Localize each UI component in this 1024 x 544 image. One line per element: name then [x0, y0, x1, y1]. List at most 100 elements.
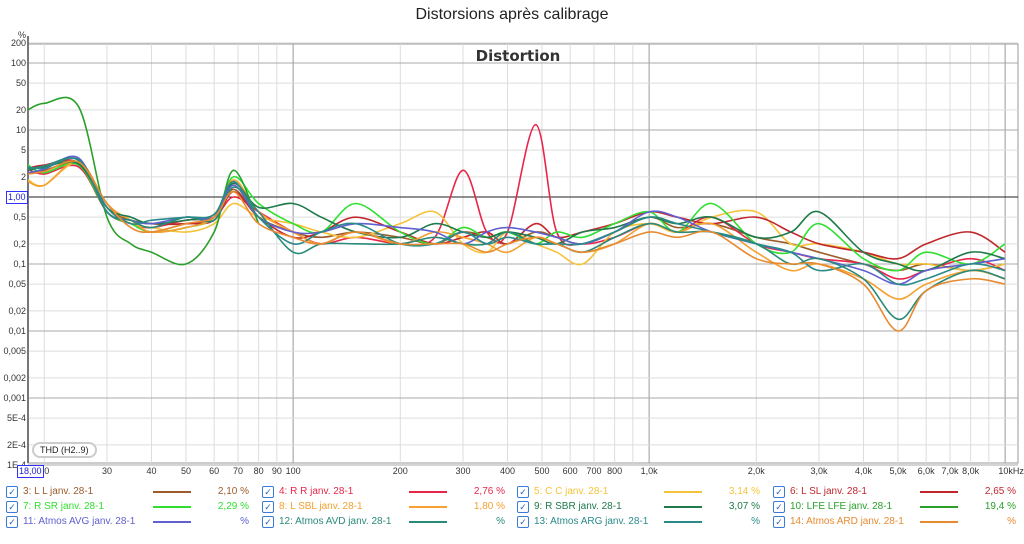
x-tick-label: 5,0k — [889, 466, 907, 476]
y-tick-label: 0,005 — [3, 346, 26, 356]
legend-checkbox[interactable]: ✓ — [773, 500, 785, 513]
x-tick-label: 200 — [393, 466, 408, 476]
y-tick-label: 0,5 — [13, 212, 26, 222]
legend-thd-value: 19,4 % — [984, 501, 1016, 512]
legend-item[interactable]: ✓ 14: Atmos ARD janv. 28-1% — [773, 514, 1023, 529]
x-tick-label: 8,0k — [962, 466, 980, 476]
legend-checkbox[interactable]: ✓ — [773, 485, 785, 498]
legend-label: 6: L SL janv. 28-1 — [790, 486, 867, 497]
legend-swatch — [153, 505, 191, 508]
legend-swatch — [664, 490, 702, 493]
legend-item[interactable]: ✓ 5: C C janv. 28-1 3,14 % — [517, 484, 767, 499]
legend-thd-value: 2,10 % — [217, 486, 249, 497]
x-tick-label: 4,0k — [855, 466, 873, 476]
y-tick-label: 0,05 — [8, 279, 26, 289]
y-tick-label: 50 — [16, 78, 26, 88]
x-tick-label: 2,0k — [748, 466, 766, 476]
legend-checkbox[interactable]: ✓ — [517, 515, 529, 528]
chart-title: Distortion — [476, 47, 561, 65]
legend-swatch — [920, 490, 958, 493]
x-tick-label: 1,0k — [641, 466, 659, 476]
legend-label: 7: R SR janv. 28-1 — [23, 501, 104, 512]
x-tick-label: 700 — [586, 466, 601, 476]
legend-item[interactable]: ✓ 6: L SL janv. 28-1 2,65 % — [773, 484, 1023, 499]
legend-label: 5: C C janv. 28-1 — [534, 486, 609, 497]
plot-area — [27, 43, 1019, 464]
legend-label: 8: L SBL janv. 28-1 — [279, 501, 363, 512]
y-tick-label: 0,001 — [3, 393, 26, 403]
distortion-chart[interactable]: 200 100 50 20 10 5 2 0,5 0,2 0,1 0,05 0,02 0,01 0,005… — [0, 0, 1024, 480]
legend-item[interactable]: ✓ 4: R R janv. 28-1 2,76 % — [262, 484, 512, 499]
x-tick-label: 100 — [286, 466, 301, 476]
legend-swatch — [664, 505, 702, 508]
legend-item[interactable]: ✓ 11: Atmos AVG janv. 28-1% — [6, 514, 256, 529]
legend-thd-value: % — [1007, 516, 1016, 527]
series-line-12 — [27, 160, 1006, 332]
legend-item[interactable]: ✓ 3: L L janv. 28-1 2,10 % — [6, 484, 256, 499]
legend-thd-value: 3,14 % — [728, 486, 760, 497]
legend-label: 14: Atmos ARD janv. 28-1 — [790, 516, 904, 527]
x-tick-label: 600 — [563, 466, 578, 476]
legend-item[interactable]: ✓ 12: Atmos AVD janv. 28-1% — [262, 514, 512, 529]
legend-thd-value: 2,76 % — [473, 486, 505, 497]
y-tick-label: 0,1 — [13, 259, 26, 269]
x-tick-label: 60 — [209, 466, 219, 476]
legend-checkbox[interactable]: ✓ — [6, 515, 18, 528]
legend-swatch — [153, 490, 191, 493]
x-tick-label: 3,0k — [810, 466, 828, 476]
cursor-y-value[interactable]: 1,00 — [6, 191, 28, 204]
legend-swatch — [153, 520, 191, 523]
x-tick-label: 400 — [500, 466, 515, 476]
legend-checkbox[interactable]: ✓ — [262, 485, 274, 498]
y-tick-label: 20 — [16, 105, 26, 115]
legend-thd-value: % — [240, 516, 249, 527]
series-line-11 — [27, 157, 1006, 286]
y-tick-label: 2E-4 — [7, 440, 26, 450]
y-tick-label: 0,02 — [8, 306, 26, 316]
legend-thd-value: 1,80 % — [473, 501, 505, 512]
y-tick-label: 1E-4 — [7, 460, 26, 470]
legend-swatch — [409, 520, 447, 523]
x-tick-label: 50 — [181, 466, 191, 476]
legend-checkbox[interactable]: ✓ — [517, 500, 529, 513]
legend-item[interactable]: ✓ 8: L SBL janv. 28-1 1,80 % — [262, 499, 512, 514]
y-tick-label: 100 — [11, 58, 26, 68]
y-tick-label: 5 — [21, 145, 26, 155]
x-tick-label: 70 — [233, 466, 243, 476]
legend-checkbox[interactable]: ✓ — [517, 485, 529, 498]
cursor-x-value[interactable]: 18,00 — [17, 465, 44, 478]
thd-selector[interactable]: THD (H2..9) — [32, 442, 97, 458]
legend-checkbox[interactable]: ✓ — [6, 485, 18, 498]
x-tick-label: 30 — [102, 466, 112, 476]
legend-label: 13: Atmos ARG janv. 28-1 — [534, 516, 649, 527]
legend-label: 10: LFE LFE janv. 28-1 — [790, 501, 893, 512]
y-tick-label: 10 — [16, 125, 26, 135]
legend-thd-value: % — [496, 516, 505, 527]
legend-checkbox[interactable]: ✓ — [773, 515, 785, 528]
x-tick-label: 10kHz — [998, 466, 1024, 476]
legend-swatch — [920, 520, 958, 523]
x-tick-label: 6,0k — [918, 466, 936, 476]
x-tick-label: 90 — [272, 466, 282, 476]
page-title: Distorsions après calibrage — [415, 6, 609, 23]
legend-item[interactable]: ✓ 10: LFE LFE janv. 28-1 19,4 % — [773, 499, 1023, 514]
x-tick-label: 80 — [254, 466, 264, 476]
legend-swatch — [920, 505, 958, 508]
y-tick-label: 0,2 — [13, 239, 26, 249]
legend-checkbox[interactable]: ✓ — [6, 500, 18, 513]
legend-swatch — [409, 490, 447, 493]
series-line-9 — [27, 155, 1006, 285]
legend-item[interactable]: ✓ 13: Atmos ARG janv. 28-1% — [517, 514, 767, 529]
legend-label: 11: Atmos AVG janv. 28-1 — [23, 516, 136, 527]
y-tick-label: 0,01 — [8, 326, 26, 336]
legend-thd-value: 3,07 % — [728, 501, 760, 512]
legend-item[interactable]: ✓ 7: R SR janv. 28-1 2,29 % — [6, 499, 256, 514]
legend-checkbox[interactable]: ✓ — [262, 515, 274, 528]
legend-thd-value: % — [751, 516, 760, 527]
y-axis-unit: % — [18, 30, 26, 40]
legend-item[interactable]: ✓ 9: R SBR janv. 28-1 3,07 % — [517, 499, 767, 514]
y-tick-label: 2 — [21, 172, 26, 182]
legend-label: 3: L L janv. 28-1 — [23, 486, 94, 497]
legend-thd-value: 2,65 % — [984, 486, 1016, 497]
legend-checkbox[interactable]: ✓ — [262, 500, 274, 513]
